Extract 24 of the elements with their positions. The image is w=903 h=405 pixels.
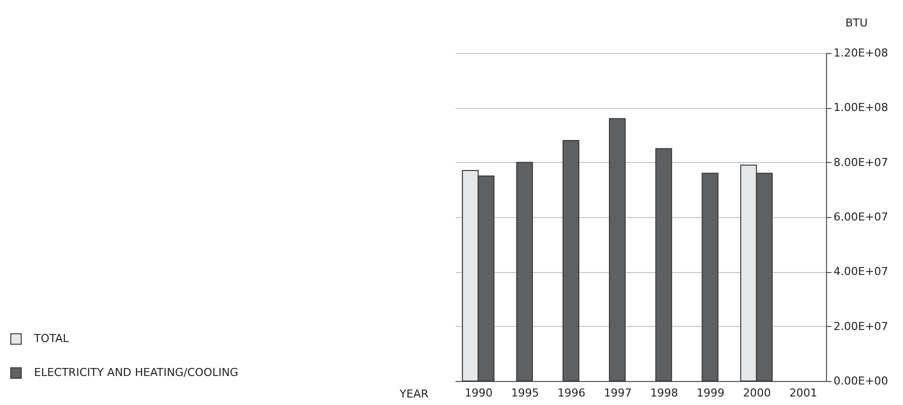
y-tick-label: 1.00E+08 bbox=[834, 101, 888, 114]
x-axis-title: YEAR bbox=[398, 388, 429, 400]
y-tick-label: 6.00E+07 bbox=[834, 210, 888, 224]
x-tick-label: 1996 bbox=[557, 386, 586, 400]
y-tick-label: 8.00E+07 bbox=[834, 156, 888, 169]
y-tick-label: 4.00E+07 bbox=[834, 265, 888, 278]
y-tick-label: 2.00E+07 bbox=[834, 320, 888, 333]
bar bbox=[516, 162, 533, 382]
x-tick-label: 1995 bbox=[511, 386, 540, 400]
bar bbox=[562, 140, 580, 382]
legend-label: TOTAL bbox=[33, 332, 70, 345]
x-tick-label: 2001 bbox=[789, 386, 818, 400]
x-tick-label: 1990 bbox=[464, 386, 493, 400]
y-tick-label: 0.00E+00 bbox=[834, 374, 888, 388]
bar bbox=[608, 118, 626, 382]
bar bbox=[702, 172, 718, 382]
x-tick-label: 1997 bbox=[604, 386, 632, 400]
y-axis-title: BTU bbox=[845, 16, 868, 30]
x-tick-label: 1998 bbox=[650, 386, 678, 400]
x-tick-label: 1999 bbox=[696, 386, 725, 400]
x-tick-label: 2000 bbox=[742, 386, 771, 400]
y-tick-label: 1.20E+08 bbox=[834, 46, 888, 60]
bar bbox=[655, 148, 672, 382]
legend-label: ELECTRICITY AND HEATING/COOLING bbox=[34, 366, 238, 379]
